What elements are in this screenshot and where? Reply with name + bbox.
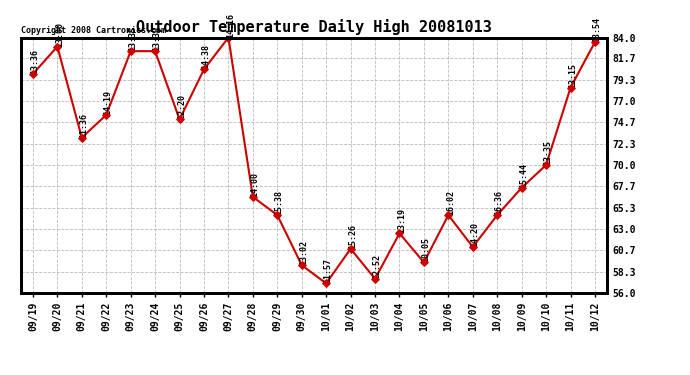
Point	[296, 262, 307, 268]
Point	[565, 85, 576, 91]
Text: 12:20: 12:20	[177, 94, 186, 120]
Text: 13:35: 13:35	[128, 26, 137, 51]
Text: 14:16: 14:16	[226, 12, 235, 38]
Point	[370, 276, 381, 282]
Point	[321, 280, 332, 286]
Text: Copyright 2008 Cartronics.com: Copyright 2008 Cartronics.com	[21, 26, 166, 35]
Text: 14:00: 14:00	[250, 172, 259, 197]
Text: 14:19: 14:19	[104, 90, 112, 115]
Point	[223, 34, 234, 40]
Text: 15:38: 15:38	[275, 190, 284, 215]
Text: 14:38: 14:38	[201, 44, 210, 69]
Text: 14:20: 14:20	[471, 222, 480, 247]
Point	[199, 66, 210, 72]
Text: 13:15: 13:15	[568, 63, 577, 88]
Text: 15:26: 15:26	[348, 224, 357, 249]
Point	[150, 48, 161, 54]
Point	[77, 135, 88, 141]
Text: 12:52: 12:52	[373, 254, 382, 279]
Text: 13:36: 13:36	[30, 49, 39, 74]
Text: 13:54: 13:54	[593, 17, 602, 42]
Text: 11:57: 11:57	[324, 258, 333, 284]
Point	[516, 185, 527, 191]
Point	[101, 112, 112, 118]
Point	[492, 212, 503, 218]
Point	[52, 44, 63, 50]
Text: 13:02: 13:02	[299, 240, 308, 265]
Point	[28, 71, 39, 77]
Text: 11:36: 11:36	[79, 112, 88, 138]
Text: 13:19: 13:19	[397, 208, 406, 233]
Point	[272, 212, 283, 218]
Point	[540, 162, 551, 168]
Text: 13:35: 13:35	[544, 140, 553, 165]
Text: 13:00: 13:00	[55, 22, 63, 46]
Point	[247, 194, 258, 200]
Text: 16:02: 16:02	[446, 190, 455, 215]
Point	[345, 246, 356, 252]
Point	[174, 117, 185, 123]
Title: Outdoor Temperature Daily High 20081013: Outdoor Temperature Daily High 20081013	[136, 19, 492, 35]
Point	[443, 212, 454, 218]
Point	[467, 244, 478, 250]
Point	[125, 48, 136, 54]
Point	[418, 260, 429, 266]
Text: 13:30: 13:30	[152, 26, 161, 51]
Text: 10:05: 10:05	[422, 237, 431, 262]
Text: 16:36: 16:36	[495, 190, 504, 215]
Point	[394, 230, 405, 236]
Text: 15:44: 15:44	[519, 163, 528, 188]
Point	[589, 39, 600, 45]
